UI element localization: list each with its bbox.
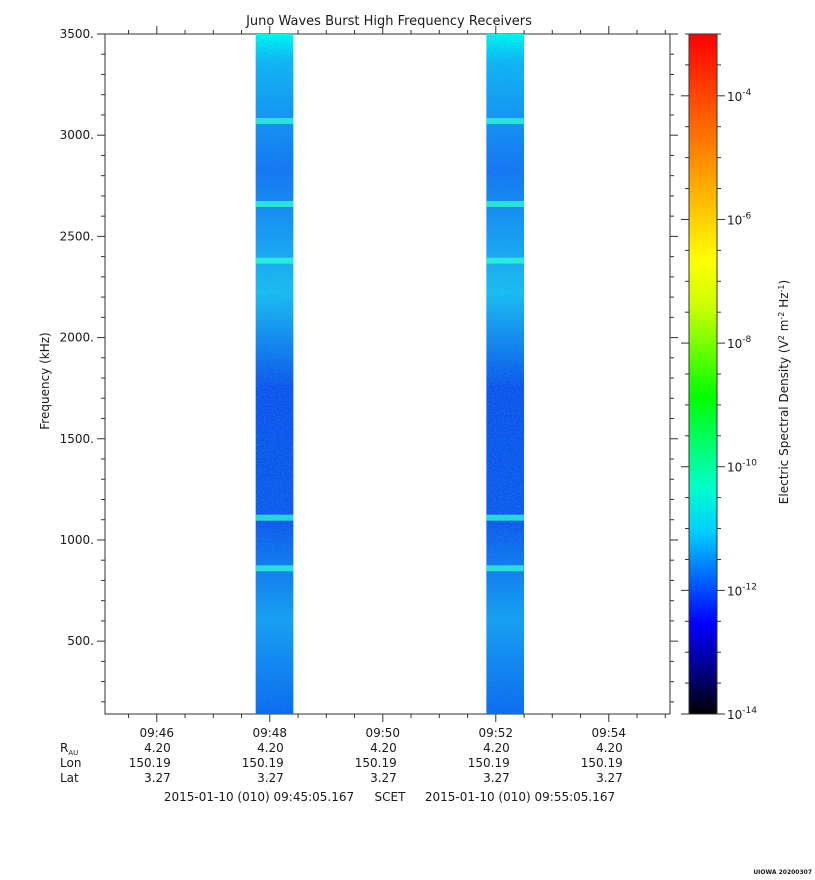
ephemeris-value: 3.27 — [144, 771, 171, 785]
ephemeris-value: 150.19 — [242, 756, 284, 770]
colorbar-tick-label: 10-12 — [727, 582, 757, 598]
bright-band — [486, 201, 525, 207]
colorbar-tick-label: 10-8 — [727, 335, 752, 351]
plot-frame — [104, 33, 671, 715]
y-axis: 500. 1000. 1500. 2000. 2500. 3000. 3500. — [60, 27, 678, 703]
y-tick-label: 500. — [67, 634, 94, 648]
bright-band — [255, 565, 294, 572]
bright-band — [486, 257, 525, 264]
x-tick-label: 09:52 — [478, 726, 513, 740]
burst-column-2 — [486, 34, 525, 714]
colorbar-tick-label: 10-10 — [727, 459, 757, 475]
colorbar-tick-label: 10-14 — [727, 706, 757, 722]
x-tick-label: 09:46 — [139, 726, 174, 740]
ephemeris-value: 4.20 — [596, 741, 623, 755]
y-axis-label: Frequency (kHz) — [38, 332, 52, 429]
colorbar-label: Electric Spectral Density (V2 m-2 Hz-1) — [777, 280, 791, 504]
ephemeris-value: 4.20 — [144, 741, 171, 755]
y-tick-label: 1500. — [60, 432, 94, 446]
ephemeris-value: 4.20 — [370, 741, 397, 755]
bright-band — [486, 565, 525, 572]
x-tick-label: 09:54 — [591, 726, 626, 740]
ephemeris-value: 3.27 — [257, 771, 284, 785]
colorbar — [688, 33, 718, 715]
ephemeris-value: 3.27 — [483, 771, 510, 785]
x-axis: 09:46 09:48 09:50 09:52 09:54 — [128, 26, 666, 740]
ephemeris-value: 150.19 — [355, 756, 397, 770]
bright-band — [255, 514, 294, 521]
ephemeris-value: 4.20 — [483, 741, 510, 755]
x-tick-label: 09:48 — [252, 726, 287, 740]
ephemeris-value: 4.20 — [257, 741, 284, 755]
y-tick-label: 1000. — [60, 533, 94, 547]
ephemeris-table: RAU 4.20 4.20 4.20 4.20 4.20 Lon 150.19 150.19 15… — [60, 741, 623, 785]
y-tick-label: 2000. — [60, 331, 94, 345]
bright-band — [255, 257, 294, 264]
ephemeris-row-label: RAU — [60, 741, 78, 757]
bright-band — [486, 514, 525, 521]
bright-band — [486, 118, 525, 125]
burst-column-1 — [255, 34, 294, 714]
ephemeris-value: 3.27 — [370, 771, 397, 785]
ephemeris-value: 150.19 — [468, 756, 510, 770]
y-tick-label: 3500. — [60, 27, 94, 41]
time-range-start: 2015-01-10 (010) 09:45:05.167 — [164, 790, 354, 804]
burst-speckle — [255, 34, 294, 714]
ephemeris-row-label: Lon — [60, 756, 81, 770]
ephemeris-value: 3.27 — [596, 771, 623, 785]
time-range-label: SCET — [375, 790, 407, 804]
ephemeris-row-label: Lat — [60, 771, 79, 785]
y-tick-label: 3000. — [60, 128, 94, 142]
ephemeris-value: 150.19 — [581, 756, 623, 770]
ephemeris-value: 150.19 — [129, 756, 171, 770]
colorbar-tick-label: 10-6 — [727, 211, 752, 227]
y-tick-label: 2500. — [60, 229, 94, 243]
colorbar-tick-label: 10-4 — [727, 88, 752, 104]
burst-speckle — [486, 34, 525, 714]
burst-layer — [255, 34, 525, 714]
bright-band — [255, 118, 294, 125]
bright-band — [255, 201, 294, 207]
footer-stamp: UIOWA 20200307 — [753, 869, 812, 876]
x-tick-label: 09:50 — [365, 726, 400, 740]
colorbar-axis: 10-14 10-12 10-10 10-8 10-6 10-4 — [681, 33, 757, 722]
time-range-end: 2015-01-10 (010) 09:55:05.167 — [425, 790, 615, 804]
chart-title: Juno Waves Burst High Frequency Receiver… — [245, 14, 532, 29]
